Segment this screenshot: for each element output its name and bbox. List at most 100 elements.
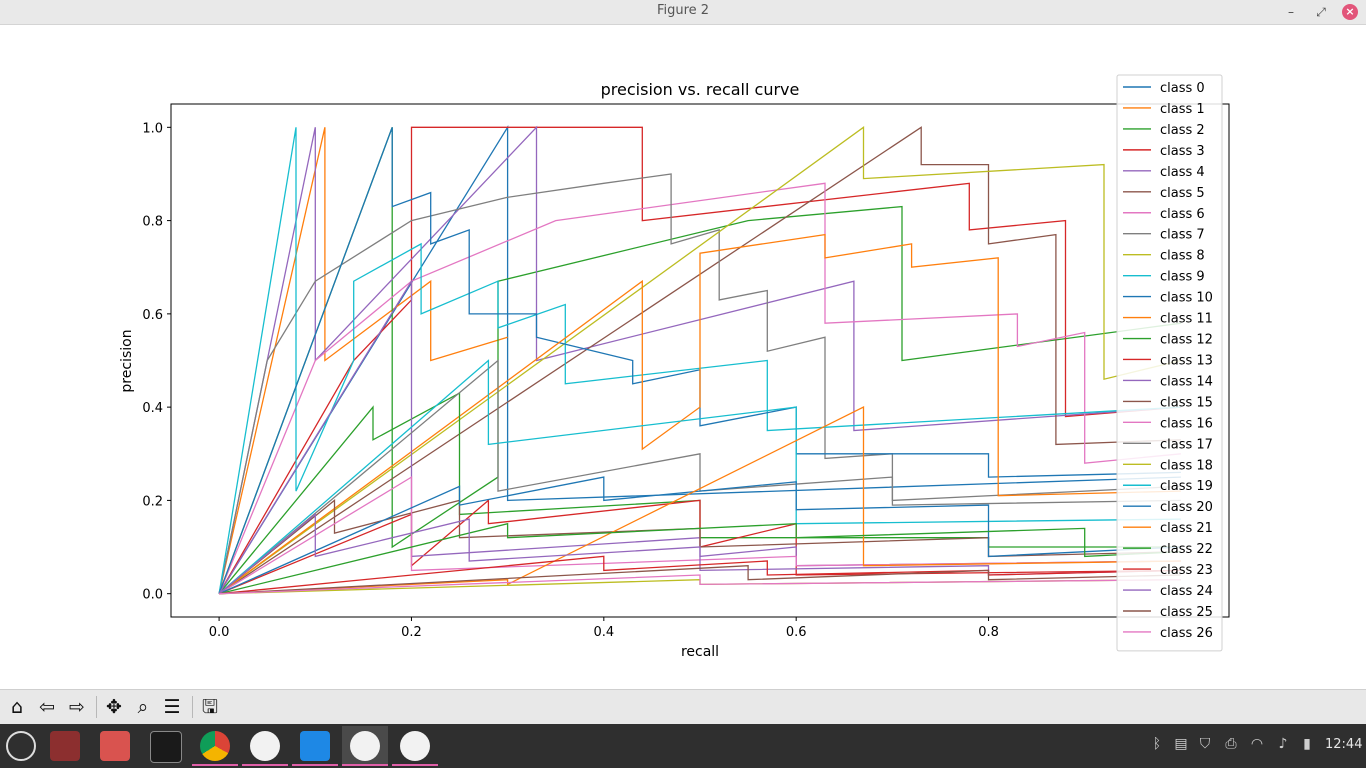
legend-label: class 25 (1160, 605, 1213, 620)
series-line-class-21 (219, 406, 1181, 595)
series-line-class-7 (218, 173, 1181, 594)
pan-icon[interactable]: ✥ (106, 696, 122, 718)
home-icon[interactable]: ⌂ (10, 696, 24, 718)
legend-label: class 7 (1160, 228, 1205, 243)
legend: class 0 class 1 class 2 class 3 class 4 class… (1116, 74, 1223, 652)
series-line-class-22 (218, 522, 1181, 595)
legend-label: class 4 (1160, 165, 1205, 180)
series-line-class-26 (219, 574, 1181, 595)
clipboard-icon[interactable]: ▤ (1174, 736, 1188, 752)
task-indicator (292, 764, 338, 766)
menu-button[interactable] (0, 726, 44, 766)
axes-layer: 0.0 0.2 0.4 0.6 0.8 0.0 0.2 0.4 0.6 0.8 1.0 (142, 103, 1230, 640)
legend-label: class 17 (1160, 437, 1213, 452)
shield-icon[interactable]: ⛉ (1199, 736, 1211, 752)
plot-frame (170, 103, 1230, 618)
task-figure-1[interactable] (242, 726, 288, 766)
y-tick-label: 0.2 (142, 494, 163, 509)
minimize-button[interactable]: – (1288, 5, 1294, 19)
matplotlib-icon (350, 731, 380, 761)
task-indicator (242, 764, 288, 766)
x-tick-label: 0.4 (593, 625, 614, 640)
legend-label: class 26 (1160, 626, 1213, 641)
printer-icon[interactable]: ⎙ (1225, 736, 1237, 752)
legend-label: class 9 (1160, 270, 1205, 285)
legend-label: class 14 (1160, 374, 1213, 389)
x-tick-label: 0.8 (978, 625, 999, 640)
legend-label: class 0 (1160, 81, 1205, 96)
y-tick-label: 0.8 (142, 215, 163, 230)
toolbar-separator (96, 696, 97, 718)
y-tick-label: 0.0 (142, 588, 163, 603)
wifi-icon[interactable]: ◠ (1250, 736, 1264, 752)
window-titlebar: Figure 2 – ⤢ × (0, 0, 1366, 25)
task-figure-3[interactable] (392, 726, 438, 766)
x-tick-label: 0.2 (401, 625, 422, 640)
legend-label: class 16 (1160, 416, 1213, 431)
y-tick-label: 0.4 (142, 401, 163, 416)
bluetooth-icon[interactable]: ᛒ (1152, 736, 1162, 752)
y-axis-label: precision (119, 329, 135, 392)
save-icon[interactable]: 🖫 (201, 696, 219, 718)
legend-label: class 1 (1160, 102, 1205, 117)
series-layer (218, 125, 1182, 595)
terminal-icon (150, 731, 182, 763)
folder-icon (100, 731, 130, 761)
vscode-icon (300, 731, 330, 761)
task-indicator (192, 764, 238, 766)
x-axis-label: recall (681, 644, 719, 660)
task-show-desktop[interactable] (42, 726, 88, 766)
volume-icon[interactable]: ♪ (1278, 736, 1288, 752)
forward-arrow-icon[interactable]: ⇨ (69, 696, 85, 718)
zoom-icon[interactable]: ⌕ (137, 696, 149, 718)
task-vscode[interactable] (292, 726, 338, 766)
series-line-class-11 (218, 233, 1181, 595)
legend-label: class 19 (1160, 479, 1213, 494)
legend-label: class 24 (1160, 584, 1213, 599)
series-line-class-4 (218, 125, 1181, 594)
y-tick-label: 1.0 (142, 121, 163, 136)
task-indicator (392, 764, 438, 766)
legend-label: class 23 (1160, 563, 1213, 578)
series-line-class-19 (218, 359, 1181, 595)
y-tick-label: 0.6 (142, 308, 163, 323)
legend-label: class 8 (1160, 249, 1205, 264)
series-line-class-25 (219, 565, 1181, 595)
legend-label: class 21 (1160, 521, 1213, 536)
precision-recall-chart: precision vs. recall curve recall precis… (119, 74, 1230, 660)
series-line-class-5 (218, 126, 1181, 595)
task-figure-2[interactable] (342, 726, 388, 766)
taskbar: ᛒ ▤ ⛉ ⎙ ◠ ♪ ▮ 12:44 (0, 724, 1366, 768)
window-title: Figure 2 (656, 3, 710, 18)
navigation-toolbar: ⌂ ⇦ ⇨ ✥ ⌕ ☰ 🖫 (0, 689, 1366, 725)
matplotlib-icon (250, 731, 280, 761)
task-file-manager[interactable] (92, 726, 138, 766)
series-line-class-1 (218, 127, 508, 594)
legend-label: class 22 (1160, 542, 1213, 557)
series-line-class-3 (218, 126, 1181, 595)
close-button[interactable]: × (1342, 4, 1358, 20)
configure-subplots-icon[interactable]: ☰ (163, 696, 181, 718)
series-line-class-17 (218, 359, 1181, 595)
legend-label: class 6 (1160, 207, 1205, 222)
clock[interactable]: 12:44 (1325, 737, 1363, 752)
figure-canvas[interactable]: precision vs. recall curve recall precis… (0, 25, 1366, 688)
mint-logo-icon (6, 731, 36, 761)
x-tick-label: 0.6 (786, 625, 807, 640)
maximize-button[interactable]: ⤢ (1316, 5, 1326, 19)
desktop-icon (50, 731, 80, 761)
task-chrome[interactable] (192, 726, 238, 766)
legend-label: class 3 (1160, 144, 1205, 159)
chart-title: precision vs. recall curve (601, 80, 800, 99)
back-arrow-icon[interactable]: ⇦ (39, 696, 55, 718)
task-indicator (342, 764, 388, 766)
x-tick-label: 0.0 (209, 625, 230, 640)
legend-label: class 12 (1160, 333, 1213, 348)
legend-label: class 15 (1160, 395, 1213, 410)
legend-box (1116, 74, 1223, 652)
battery-icon[interactable]: ▮ (1303, 736, 1311, 752)
series-line-class-20 (218, 476, 1181, 595)
task-terminal[interactable] (142, 726, 188, 766)
legend-label: class 13 (1160, 353, 1213, 368)
chrome-icon (200, 731, 230, 761)
